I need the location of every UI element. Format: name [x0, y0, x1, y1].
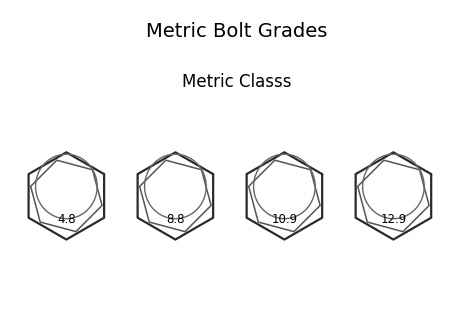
- Text: 12.9: 12.9: [380, 213, 407, 226]
- Text: Metric Classs: Metric Classs: [182, 73, 292, 91]
- Text: 4.8: 4.8: [57, 213, 76, 226]
- Text: Metric Bolt Grades: Metric Bolt Grades: [146, 22, 328, 41]
- Text: 8.8: 8.8: [166, 213, 185, 226]
- Text: 10.9: 10.9: [271, 213, 298, 226]
